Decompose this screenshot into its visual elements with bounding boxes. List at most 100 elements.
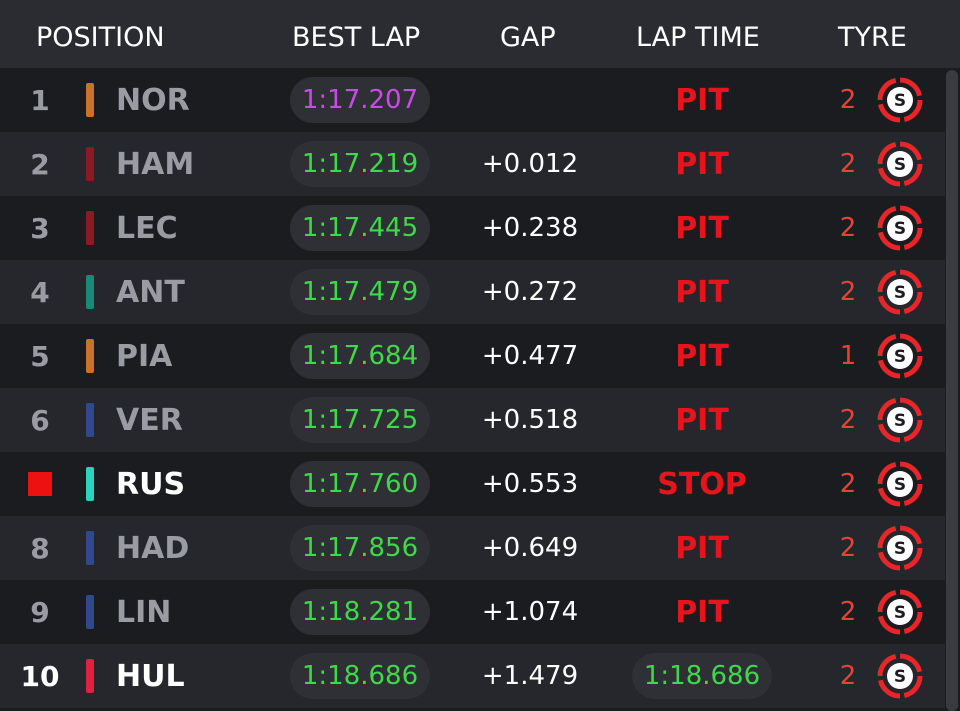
team-bar xyxy=(86,275,94,309)
gap: +0.272 xyxy=(481,277,579,307)
position: 10 xyxy=(20,660,60,693)
tyre-compound: S xyxy=(894,603,906,623)
row: 10 HUL 1:18.686 +1.479 1:18.686 2 S xyxy=(0,644,945,708)
best-lap: 1:17.725 xyxy=(290,397,430,443)
lap-status: PIT xyxy=(675,275,729,310)
tyre-laps: 2 xyxy=(839,469,857,499)
tyre-ring xyxy=(877,589,923,635)
best-lap: 1:17.760 xyxy=(290,461,430,507)
team-bar xyxy=(86,531,94,565)
gap: +0.649 xyxy=(481,533,579,563)
row: 2 HAM 1:17.219 +0.012 PIT 2 S xyxy=(0,132,945,196)
tyre-core xyxy=(887,599,913,625)
team-bar xyxy=(86,147,94,181)
header-position: POSITION xyxy=(36,22,165,53)
tyre-laps: 2 xyxy=(839,277,857,307)
row: 9 LIN 1:18.281 +1.074 PIT 2 S xyxy=(0,580,945,644)
tyre-compound: S xyxy=(894,539,906,559)
tyre-ring xyxy=(877,205,923,251)
tyre-compound: S xyxy=(894,91,906,111)
tyre-compound: S xyxy=(894,411,906,431)
row: 3 LEC 1:17.445 +0.238 PIT 2 S xyxy=(0,196,945,260)
row: RUS 1:17.760 +0.553 STOP 2 S xyxy=(0,452,945,516)
position: 3 xyxy=(30,212,50,245)
position: 2 xyxy=(30,148,50,181)
tyre-core xyxy=(887,535,913,561)
position: 8 xyxy=(30,532,50,565)
lap-status: PIT xyxy=(675,339,729,374)
scrollbar[interactable] xyxy=(946,70,958,711)
best-lap: 1:17.207 xyxy=(290,77,430,123)
driver-code: VER xyxy=(116,403,183,438)
best-lap: 1:17.684 xyxy=(290,333,430,379)
lap-status: PIT xyxy=(675,83,729,118)
gap: +0.553 xyxy=(481,469,579,499)
team-bar xyxy=(86,595,94,629)
tyre-core xyxy=(887,407,913,433)
tyre-icon: S xyxy=(877,589,923,635)
lap-status: PIT xyxy=(675,147,729,182)
lap-status: PIT xyxy=(675,403,729,438)
tyre-ring xyxy=(877,269,923,315)
tyre-icon: S xyxy=(877,205,923,251)
row: 6 VER 1:17.725 +0.518 PIT 2 S xyxy=(0,388,945,452)
tyre-core xyxy=(887,279,913,305)
best-lap: 1:17.856 xyxy=(290,525,430,571)
tyre-icon: S xyxy=(877,525,923,571)
team-bar xyxy=(86,659,94,693)
row: 1 NOR 1:17.207 PIT 2 S xyxy=(0,68,945,132)
tyre-ring xyxy=(877,653,923,699)
header-gap: GAP xyxy=(500,22,556,53)
gap: +1.074 xyxy=(481,597,579,627)
tyre-icon: S xyxy=(877,397,923,443)
best-lap: 1:18.686 xyxy=(290,653,430,699)
gap: +0.477 xyxy=(481,341,579,371)
tyre-laps: 2 xyxy=(839,597,857,627)
best-lap: 1:17.445 xyxy=(290,205,430,251)
team-bar xyxy=(86,339,94,373)
tyre-icon: S xyxy=(877,653,923,699)
header-tyre: TYRE xyxy=(838,22,907,53)
tyre-core xyxy=(887,215,913,241)
tyre-laps: 2 xyxy=(839,149,857,179)
position-flag xyxy=(28,472,52,496)
tyre-compound: S xyxy=(894,219,906,239)
position: 9 xyxy=(30,596,50,629)
driver-code: HAM xyxy=(116,147,195,182)
driver-code: RUS xyxy=(116,467,186,502)
tyre-laps: 1 xyxy=(839,341,857,371)
row: 8 HAD 1:17.856 +0.649 PIT 2 S xyxy=(0,516,945,580)
tyre-core xyxy=(887,343,913,369)
team-bar xyxy=(86,467,94,501)
team-bar xyxy=(86,403,94,437)
tyre-ring xyxy=(877,397,923,443)
header: POSITION BEST LAP GAP LAP TIME TYRE xyxy=(0,0,960,68)
driver-code: PIA xyxy=(116,339,173,374)
tyre-laps: 2 xyxy=(839,661,857,691)
position: 4 xyxy=(30,276,50,309)
tyre-core xyxy=(887,663,913,689)
best-lap: 1:17.219 xyxy=(290,141,430,187)
tyre-laps: 2 xyxy=(839,533,857,563)
tyre-compound: S xyxy=(894,283,906,303)
driver-code: LIN xyxy=(116,595,172,630)
lap-status: STOP xyxy=(657,467,747,502)
tyre-compound: S xyxy=(894,347,906,367)
tyre-ring xyxy=(877,525,923,571)
position: 5 xyxy=(30,340,50,373)
tyre-laps: 2 xyxy=(839,405,857,435)
gap: +0.012 xyxy=(481,149,579,179)
driver-code: HAD xyxy=(116,531,190,566)
tyre-laps: 2 xyxy=(839,213,857,243)
position: 6 xyxy=(30,404,50,437)
team-bar xyxy=(86,211,94,245)
tyre-ring xyxy=(877,77,923,123)
driver-code: HUL xyxy=(116,659,185,694)
tyre-ring xyxy=(877,461,923,507)
position: 1 xyxy=(30,84,50,117)
tyre-compound: S xyxy=(894,155,906,175)
tyre-core xyxy=(887,471,913,497)
header-lap-time: LAP TIME xyxy=(636,22,760,53)
driver-code: LEC xyxy=(116,211,178,246)
